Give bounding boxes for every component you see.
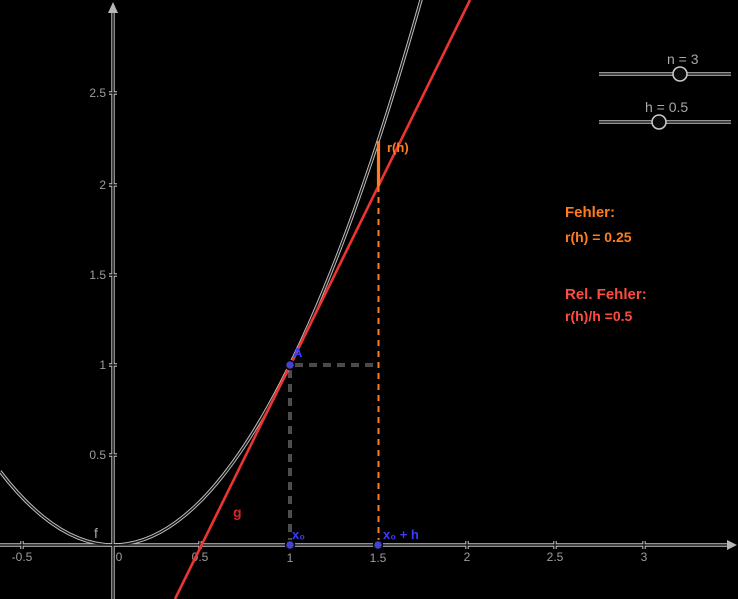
x-tick-label: 2 xyxy=(464,550,471,564)
slider-h[interactable]: h = 0.5 xyxy=(645,99,688,130)
y-tick-label: 2 xyxy=(99,178,106,192)
point-x0-plus-h-label: x₀ + h xyxy=(383,527,419,542)
error-info-panel: Fehler: r(h) = 0.25 Rel. Fehler: r(h)/h … xyxy=(565,204,647,324)
y-axis-arrow-icon xyxy=(108,2,118,13)
y-axis-tick-labels: 2.5 2 1.5 1 0.5 xyxy=(89,86,106,462)
tangent-g-label: g xyxy=(233,504,242,520)
point-x0-label: x₀ xyxy=(292,527,305,542)
tangent-line[interactable] xyxy=(173,0,472,599)
slider-h-label: h = 0.5 xyxy=(645,99,688,115)
point-x0[interactable] xyxy=(284,539,296,551)
x-tick-label: 0 xyxy=(116,550,123,564)
x-tick-label: 1.5 xyxy=(370,551,387,565)
y-tick-label: 1.5 xyxy=(89,268,106,282)
slider-n[interactable]: n = 3 xyxy=(667,51,699,82)
y-tick-label: 2.5 xyxy=(89,86,106,100)
y-tick-label: 1 xyxy=(99,358,106,372)
rel-error-value: r(h)/h =0.5 xyxy=(565,308,633,324)
point-A[interactable] xyxy=(284,359,296,371)
error-segment-group: r(h) xyxy=(376,140,409,543)
x-tick-label: 1 xyxy=(287,551,294,565)
rel-error-title: Rel. Fehler: xyxy=(565,286,647,303)
error-value: r(h) = 0.25 xyxy=(565,229,632,245)
points: A x₀ x₀ + h xyxy=(284,345,419,551)
x-tick-label: -0.5 xyxy=(12,550,33,564)
x-axis-arrow-icon xyxy=(727,540,737,550)
x-tick-label: 2.5 xyxy=(547,550,564,564)
helper-dashed-lines xyxy=(288,363,374,541)
slider-n-knob[interactable] xyxy=(672,66,688,82)
y-tick-label: 0.5 xyxy=(89,448,106,462)
curve-f-label: f xyxy=(94,525,98,541)
slider-h-knob[interactable] xyxy=(651,114,667,130)
point-A-label: A xyxy=(293,345,303,360)
x-tick-label: 3 xyxy=(641,550,648,564)
slider-n-label: n = 3 xyxy=(667,51,699,67)
x-axis-tick-labels: -0.5 0 0.5 1 1.5 2 2.5 3 xyxy=(12,550,648,565)
point-x0-plus-h[interactable] xyxy=(372,539,384,551)
error-segment-label: r(h) xyxy=(387,140,409,155)
error-title: Fehler: xyxy=(565,204,615,221)
x-tick-label: 0.5 xyxy=(192,550,209,564)
